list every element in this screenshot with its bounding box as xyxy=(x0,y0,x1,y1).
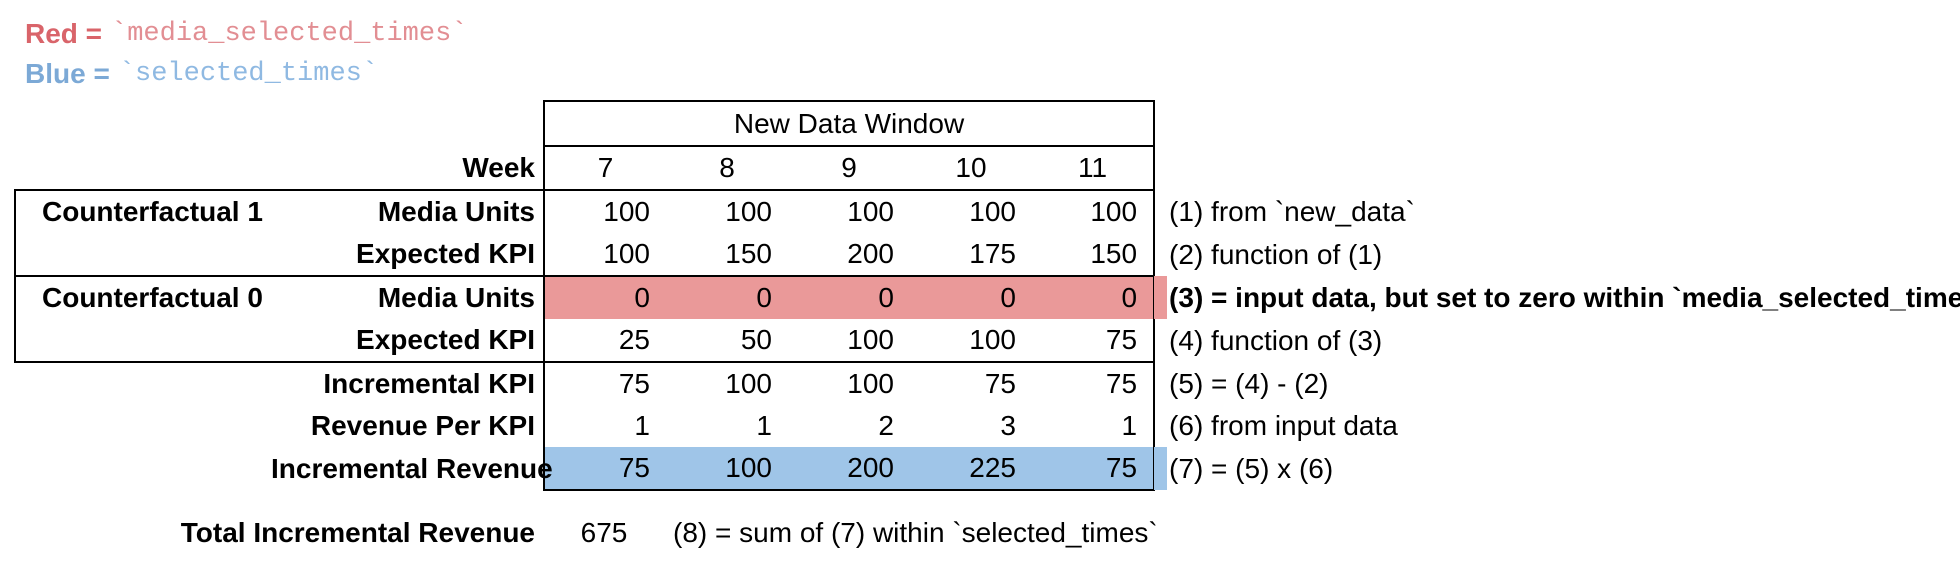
cell-value: 175 xyxy=(910,233,1032,277)
row-label: Expected KPI xyxy=(271,319,544,363)
group-label xyxy=(14,233,271,277)
row-annotation: (3) = input data, but set to zero within… xyxy=(1153,276,1960,319)
week-number: 8 xyxy=(719,152,735,183)
cell-value-highlight-blue: 100 xyxy=(666,447,788,491)
total-label: Total Incremental Revenue xyxy=(180,517,536,548)
cell-value: 75 xyxy=(1032,362,1156,405)
spacer-cell xyxy=(1154,146,1944,190)
table-row-week: Week 7 8 9 10 11 xyxy=(15,146,1944,190)
total-annotation: (8) = sum of (7) within `selected_times` xyxy=(673,517,1158,548)
cell-value: 100 xyxy=(543,189,666,233)
cell-value: 75 xyxy=(543,362,666,405)
table-row-cf0-expected-kpi: Expected KPI 25 50 100 100 75 (4) functi… xyxy=(14,319,1944,363)
row-label: Expected KPI xyxy=(271,233,544,277)
spacer-cell xyxy=(15,447,271,490)
spacer-cell xyxy=(1154,101,1944,146)
cell-value: 1 xyxy=(543,405,666,447)
cell-value: 25 xyxy=(543,319,666,363)
week-row-label: Week xyxy=(462,151,535,183)
cell-value: 50 xyxy=(666,319,788,363)
cell-value-highlight-red: 0 xyxy=(543,276,666,319)
legend-blue-label: Blue = xyxy=(25,58,110,89)
cell-value: 1 xyxy=(756,410,772,441)
table-row-revenue-per-kpi: Revenue Per KPI 1 1 2 3 1 (6) from input… xyxy=(15,405,1944,447)
spacer-cell xyxy=(15,146,271,190)
cell-value: 100 xyxy=(666,189,788,233)
table-row-cf1-media-units: Counterfactual 1 Media Units 100 100 100… xyxy=(14,189,1944,233)
group-label-counterfactual-1: Counterfactual 1 xyxy=(14,189,271,233)
cell-value-highlight-red: 0 xyxy=(1032,276,1156,319)
cell-value-highlight-blue: 75 xyxy=(543,447,666,491)
cell-value: 200 xyxy=(788,233,910,277)
spacer-cell xyxy=(15,101,544,146)
row-annotation: (1) from `new_data` xyxy=(1169,195,1415,227)
week-number: 11 xyxy=(1032,146,1156,190)
cell-value: 100 xyxy=(910,189,1032,233)
total-value: 675 xyxy=(580,517,628,548)
table-row-incremental-kpi: Incremental KPI 75 100 100 75 75 (5) = (… xyxy=(15,362,1944,405)
legend-red-line: Red = `media_selected_times` xyxy=(25,14,468,54)
legend-blue-line: Blue = `selected_times` xyxy=(25,54,468,94)
legend-red-code: `media_selected_times` xyxy=(111,19,468,49)
new-data-window-header: New Data Window xyxy=(542,100,1156,147)
cell-value: 3 xyxy=(1000,410,1016,441)
cell-value-highlight-blue: 225 xyxy=(910,447,1032,491)
legend-blue-code: `selected_times` xyxy=(118,59,379,89)
row-annotation: (2) function of (1) xyxy=(1169,238,1383,270)
row-annotation: (5) = (4) - (2) xyxy=(1169,367,1329,399)
row-annotation: (4) function of (3) xyxy=(1169,324,1383,356)
row-label: Media Units xyxy=(377,282,535,313)
group-label xyxy=(14,319,271,363)
cell-value: 100 xyxy=(847,368,894,399)
cell-value: 100 xyxy=(543,233,666,277)
cell-value-highlight-red: 0 xyxy=(788,276,910,319)
cell-value-highlight-blue: 75 xyxy=(1032,447,1156,491)
cell-value: 100 xyxy=(910,319,1032,363)
row-annotation: (6) from input data xyxy=(1169,410,1398,441)
cell-value-highlight-blue: 200 xyxy=(788,447,910,491)
cell-value-highlight-red: 0 xyxy=(910,276,1032,319)
cell-value: 75 xyxy=(1032,319,1156,363)
week-number: 9 xyxy=(841,152,857,183)
row-annotation: (7) = (5) x (6) xyxy=(1153,447,1944,490)
table-row-cf0-media-units: Counterfactual 0 Media Units 0 0 0 0 0 (… xyxy=(14,276,1960,319)
counterfactual-table: New Data Window Week 7 8 9 10 11 Counter… xyxy=(14,100,1960,491)
spacer-cell xyxy=(15,362,271,405)
row-label: Media Units xyxy=(271,189,544,233)
cell-value: 100 xyxy=(725,368,772,399)
legend-red-label: Red = xyxy=(25,18,103,49)
cell-value-highlight-red: 0 xyxy=(666,276,788,319)
table-row-header: New Data Window xyxy=(15,100,1944,147)
cell-value: 1 xyxy=(1032,405,1156,447)
table-row-incremental-revenue: Incremental Revenue 75 100 200 225 75 (7… xyxy=(15,447,1944,491)
color-legend: Red = `media_selected_times` Blue = `sel… xyxy=(25,14,468,94)
cell-value: 100 xyxy=(788,319,910,363)
group-label-counterfactual-0: Counterfactual 0 xyxy=(14,276,271,319)
cell-value: 100 xyxy=(1032,189,1156,233)
cell-value: 2 xyxy=(878,410,894,441)
spacer-cell xyxy=(15,405,271,447)
row-label: Revenue Per KPI xyxy=(310,410,535,441)
row-label: Incremental Revenue xyxy=(271,452,553,484)
cell-value: 100 xyxy=(788,189,910,233)
week-number: 10 xyxy=(955,152,987,183)
cell-value: 150 xyxy=(1032,233,1156,277)
cell-value: 75 xyxy=(984,368,1016,399)
week-number: 7 xyxy=(543,146,666,190)
row-label: Incremental KPI xyxy=(323,368,535,399)
cell-value: 150 xyxy=(666,233,788,277)
total-incremental-revenue-row: Total Incremental Revenue 675 (8) = sum … xyxy=(14,512,1943,554)
total-row: Total Incremental Revenue 675 (8) = sum … xyxy=(14,512,1943,554)
table-row-cf1-expected-kpi: Expected KPI 100 150 200 175 150 (2) fun… xyxy=(14,233,1944,277)
